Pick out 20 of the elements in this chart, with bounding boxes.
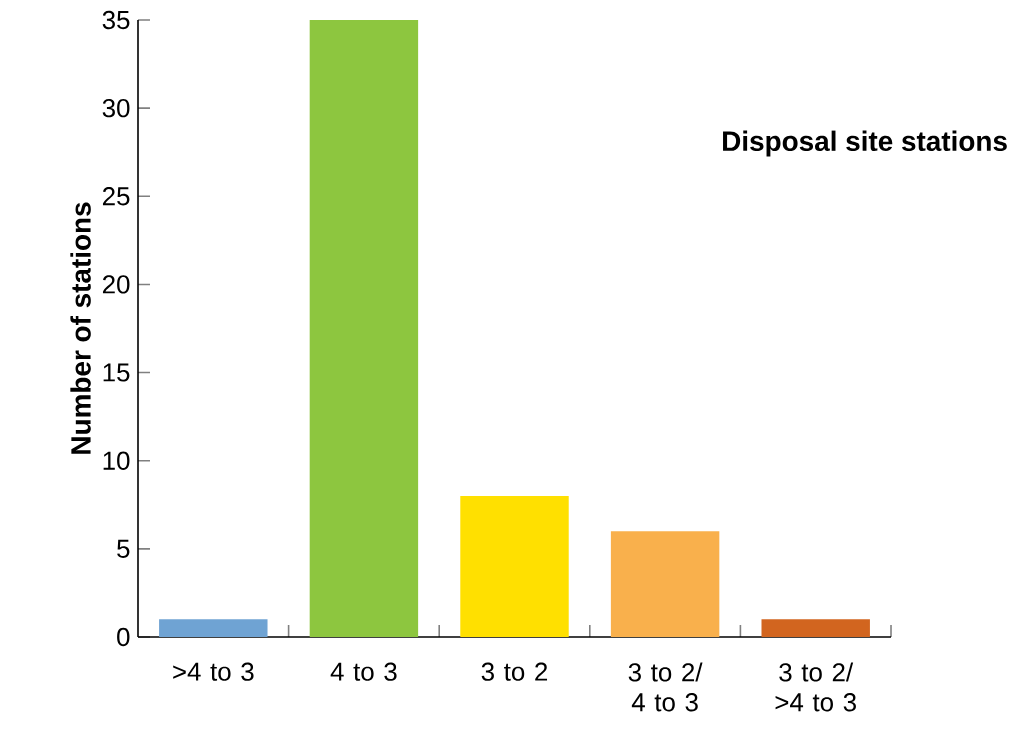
text: Disposal site stations bbox=[723, 130, 1007, 157]
bar bbox=[309, 20, 419, 637]
x-tick-label: 3 to 2/ >4 to 3 bbox=[775, 662, 856, 712]
bar bbox=[460, 495, 569, 637]
x-tick-label: >4 to 3 bbox=[173, 662, 254, 681]
y-tick-label: 30 bbox=[102, 98, 130, 118]
y-tick-label: 25 bbox=[102, 187, 130, 206]
bar bbox=[159, 619, 268, 637]
y-axis-title: Number of stations bbox=[70, 202, 91, 454]
bar bbox=[761, 619, 870, 637]
bar bbox=[610, 531, 720, 637]
y-tick-label: 10 bbox=[103, 451, 130, 470]
x-tick-label: 4 to 3 bbox=[330, 662, 397, 681]
x-tick-label: 3 to 2 bbox=[481, 662, 548, 681]
y-tick-label: 35 bbox=[102, 10, 130, 30]
y-tick-label: 15 bbox=[103, 363, 130, 382]
y-tick-label: 20 bbox=[102, 275, 130, 294]
y-tick-label: 5 bbox=[117, 539, 130, 558]
y-tick-label: 0 bbox=[117, 627, 130, 647]
x-tick-label: 3 to 2/ 4 to 3 bbox=[628, 662, 703, 712]
